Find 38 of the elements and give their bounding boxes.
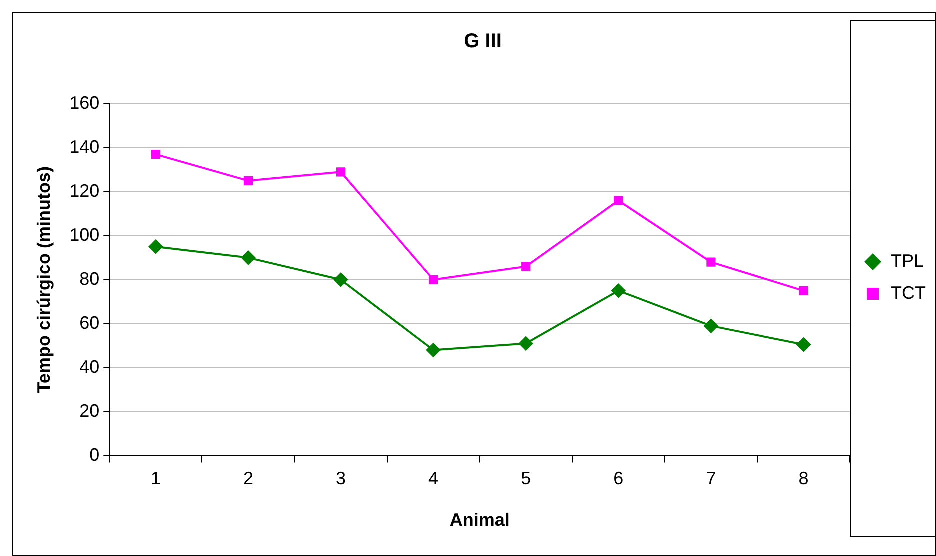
y-tick-label: 60	[80, 312, 100, 333]
x-tick-label: 5	[521, 468, 532, 489]
point	[151, 150, 160, 160]
point	[334, 272, 348, 287]
point	[799, 286, 808, 296]
x-tick-label: 1	[150, 468, 161, 489]
point	[429, 275, 438, 284]
legend-label: TCT	[891, 282, 926, 303]
point	[426, 343, 441, 358]
chart-title: G III	[464, 30, 502, 53]
y-tick-label: 0	[90, 444, 100, 465]
legend-label: TPL	[891, 250, 924, 271]
x-tick-label: 6	[614, 468, 624, 489]
x-tick-label: 8	[798, 468, 809, 489]
x-tick-label: 7	[706, 468, 716, 489]
x-tick-label: 2	[243, 468, 254, 489]
point	[519, 336, 534, 351]
y-tick-label: 160	[70, 92, 100, 113]
point	[612, 284, 626, 298]
point	[148, 240, 163, 254]
x-tick-label: 4	[428, 468, 439, 489]
point	[522, 262, 531, 272]
point	[336, 168, 346, 177]
y-tick-label: 100	[70, 224, 100, 245]
y-tick-label: 20	[80, 400, 100, 421]
point	[241, 250, 256, 265]
point	[704, 319, 718, 334]
y-tick-label: 40	[80, 356, 100, 377]
point	[706, 258, 716, 267]
y-tick-label: 120	[70, 180, 100, 201]
point	[244, 176, 253, 186]
y-tick-label: 140	[70, 136, 100, 157]
x-axis-title: Animal	[450, 510, 510, 530]
point	[614, 196, 624, 206]
y-tick-label: 80	[80, 268, 100, 289]
y-axis-title: Tempo cirúrgico (minutos)	[34, 166, 54, 394]
point	[796, 338, 811, 352]
x-tick-label: 3	[336, 468, 346, 489]
